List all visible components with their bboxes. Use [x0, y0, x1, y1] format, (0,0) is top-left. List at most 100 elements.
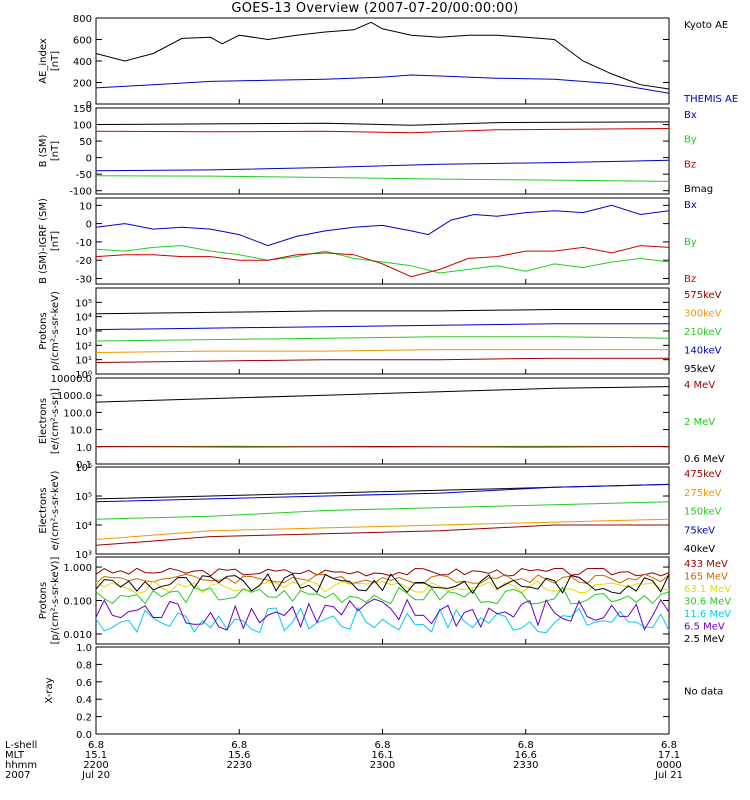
legend-entry: No data: [684, 687, 723, 698]
legend-entry: 300keV: [684, 309, 722, 320]
x-tick-label: 2230: [227, 760, 252, 771]
y-axis-label: [e/(cm²-s-sr)]: [50, 388, 61, 454]
y-tick-label: 10⁴: [75, 313, 92, 324]
y-axis-label: Electrons: [38, 398, 49, 444]
legend-entry: 2.5 MeV: [684, 634, 725, 645]
y-axis-label: B (SM)-IGRF (SM): [38, 198, 49, 284]
y-tick-label: 0.010: [63, 630, 92, 641]
x-tick-label: 6.8: [661, 740, 677, 751]
y-tick-label: 0.1: [76, 460, 92, 471]
legend-entry: 165 MeV: [684, 572, 728, 583]
y-axis-label: [p/(cm²-s-sr-keV)]: [50, 557, 61, 645]
y-tick-label: 10¹: [75, 356, 92, 367]
series-line: [95, 336, 670, 342]
y-tick-label: 0.2: [76, 713, 92, 724]
legend-entry: 40keV: [684, 544, 715, 555]
y-axis-label: p/(cm²-s-sr-keV): [50, 291, 61, 371]
legend-entry: Bz: [684, 274, 696, 285]
panel-frame: [95, 197, 670, 285]
x-tick-label: 0000: [656, 760, 681, 771]
y-tick-label: 100: [73, 121, 92, 132]
x-tick-label: 17.1: [658, 750, 680, 761]
y-tick-label: 200: [73, 79, 92, 90]
legend-entry: 30.6 MeV: [684, 597, 731, 608]
series-line: [95, 524, 669, 546]
y-axis-label: e/(cm²-s-sr-keV): [50, 471, 61, 551]
x-tick-label: 6.8: [231, 740, 247, 751]
y-tick-label: -30: [76, 275, 92, 286]
legend-entry: 0.6 MeV: [684, 454, 725, 465]
legend-entry: 6.5 MeV: [684, 622, 725, 633]
y-tick-label: -10: [76, 238, 92, 249]
y-tick-label: 10⁵: [75, 492, 92, 503]
legend-entry: By: [684, 135, 697, 146]
series-line: [95, 309, 669, 315]
series-line: [95, 204, 670, 247]
legend-entry: 95keV: [684, 364, 715, 375]
series-line: [95, 501, 670, 520]
y-tick-label: 800: [73, 14, 92, 25]
y-axis-label: AE_index: [38, 38, 49, 84]
x-tick-label: 2300: [370, 760, 395, 771]
x-tick-label: 16.1: [371, 750, 393, 761]
y-tick-label: 10: [79, 201, 92, 212]
y-tick-label: 1.000: [63, 563, 92, 574]
y-tick-label: 10³: [75, 550, 92, 561]
y-tick-label: 50: [79, 137, 92, 148]
legend-entry: 150keV: [684, 507, 722, 518]
series-line: [95, 386, 670, 403]
y-tick-label: 0.100: [63, 597, 92, 608]
legend-entry: Bmag: [684, 184, 713, 195]
legend-entry: 140keV: [684, 346, 722, 357]
x-tick-label: 16.6: [515, 750, 537, 761]
y-tick-label: 600: [73, 36, 92, 47]
y-tick-label: 10⁵: [75, 298, 92, 309]
x-axis-row-label: MLT: [5, 750, 25, 761]
series-line: [95, 586, 670, 605]
y-tick-label: 10²: [75, 341, 92, 352]
y-tick-label: 1.0: [76, 643, 92, 654]
legend-entry: THEMIS AE: [683, 94, 738, 105]
y-tick-label: 0.6: [76, 678, 92, 689]
series-line: [95, 573, 670, 585]
legend-entry: 63.1 MeV: [684, 584, 731, 595]
panel-frame: [95, 107, 670, 195]
x-tick-label: 6.8: [375, 740, 391, 751]
series-line: [95, 74, 670, 94]
y-tick-label: 100.0: [63, 408, 92, 419]
y-axis-label: Protons: [38, 582, 49, 619]
legend-entry: Kyoto AE: [684, 20, 728, 31]
x-tick-label: 15.6: [228, 750, 250, 761]
x-axis-row-label: hhmm: [5, 760, 37, 771]
legend-entry: 4 MeV: [684, 380, 715, 391]
x-tick-label: 15.1: [85, 750, 107, 761]
x-tick-label: Jul 20: [81, 770, 110, 781]
y-axis-label: Protons: [38, 312, 49, 349]
legend-entry: 475keV: [684, 469, 722, 480]
y-tick-label: 0.0: [76, 730, 92, 741]
y-tick-label: 1000.0: [57, 391, 92, 402]
y-tick-label: 10000.0: [51, 374, 92, 385]
y-axis-label: [nT]: [50, 231, 61, 251]
y-axis-label: [nT]: [50, 141, 61, 161]
series-line: [95, 567, 670, 577]
y-tick-label: -50: [76, 170, 92, 181]
series-line: [95, 323, 669, 331]
series-line: [95, 518, 670, 540]
x-tick-label: 6.8: [88, 740, 104, 751]
chart-title: GOES-13 Overview (2007-07-20/00:00:00): [231, 1, 519, 16]
y-tick-label: 10⁴: [75, 521, 92, 532]
series-line: [95, 357, 669, 363]
legend-entry: 433 MeV: [684, 559, 728, 570]
y-tick-label: 10⁶: [75, 463, 92, 474]
y-tick-label: 10⁰: [75, 370, 92, 381]
series-line: [95, 573, 670, 595]
y-tick-label: 0.4: [76, 695, 92, 706]
y-axis-label: X-ray: [44, 677, 55, 703]
y-tick-label: 10³: [75, 327, 92, 338]
legend-entry: 575keV: [684, 290, 722, 301]
series-line: [95, 21, 670, 90]
series-line: [95, 349, 669, 353]
legend-entry: 210keV: [684, 327, 722, 338]
